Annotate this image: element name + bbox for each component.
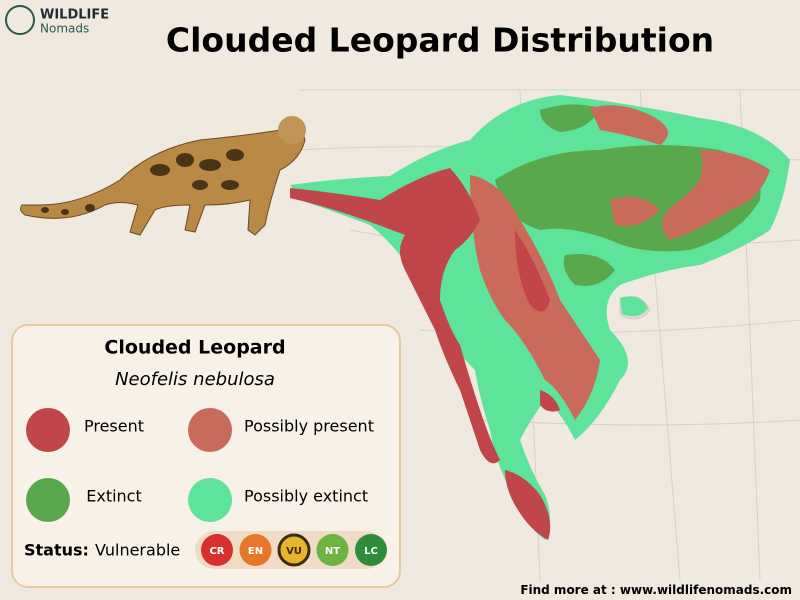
leopard-head xyxy=(278,116,306,144)
range-possibly-extinct xyxy=(620,296,648,316)
status-code: EN xyxy=(248,546,263,557)
status-badge xyxy=(277,533,311,567)
logo-sub: Nomads xyxy=(40,22,89,36)
leopard-illustration xyxy=(20,116,306,236)
status-badge xyxy=(316,534,349,566)
footer-label: Find more at : xyxy=(520,583,615,597)
status-badge xyxy=(201,534,233,566)
legend-swatch xyxy=(26,408,70,452)
range-extinct xyxy=(540,104,600,132)
footer: Find more at : www.wildlifenomads.com xyxy=(520,583,792,597)
common-name: Clouded Leopard xyxy=(104,337,285,359)
legend-label: Extinct xyxy=(86,487,142,506)
status-badge xyxy=(239,534,272,566)
range-extinct xyxy=(563,254,615,286)
status-code: VU xyxy=(286,546,302,557)
range-present xyxy=(290,168,500,464)
legend-items: Present Possibly present Extinct Possibly e… xyxy=(26,408,374,522)
legend-swatch xyxy=(188,478,232,522)
legend-swatch xyxy=(26,478,70,522)
status-badges: CR EN VU NT LC xyxy=(201,533,387,567)
range-possibly-present xyxy=(590,105,770,240)
status-code: LC xyxy=(364,546,378,557)
footer-url[interactable]: www.wildlifenomads.com xyxy=(620,583,792,597)
legend-panel xyxy=(11,324,401,588)
range-present xyxy=(505,470,551,540)
status-code: CR xyxy=(209,546,224,557)
logo: WILDLIFE Nomads xyxy=(5,5,109,36)
legend-label: Possibly present xyxy=(244,417,374,436)
status-code: NT xyxy=(325,546,340,557)
range-map xyxy=(290,95,790,540)
status-value: Vulnerable xyxy=(95,541,180,560)
scientific-name: Neofelis nebulosa xyxy=(115,369,275,390)
legend-label: Possibly extinct xyxy=(244,487,368,506)
status-label: Status: xyxy=(24,541,89,560)
legend-label: Present xyxy=(84,417,144,436)
legend-swatch xyxy=(188,408,232,452)
logo-icon xyxy=(5,5,35,35)
title: Clouded Leopard Distribution xyxy=(166,21,714,60)
status-badge xyxy=(355,534,387,566)
logo-name: WILDLIFE xyxy=(40,8,109,23)
range-present xyxy=(515,230,560,412)
